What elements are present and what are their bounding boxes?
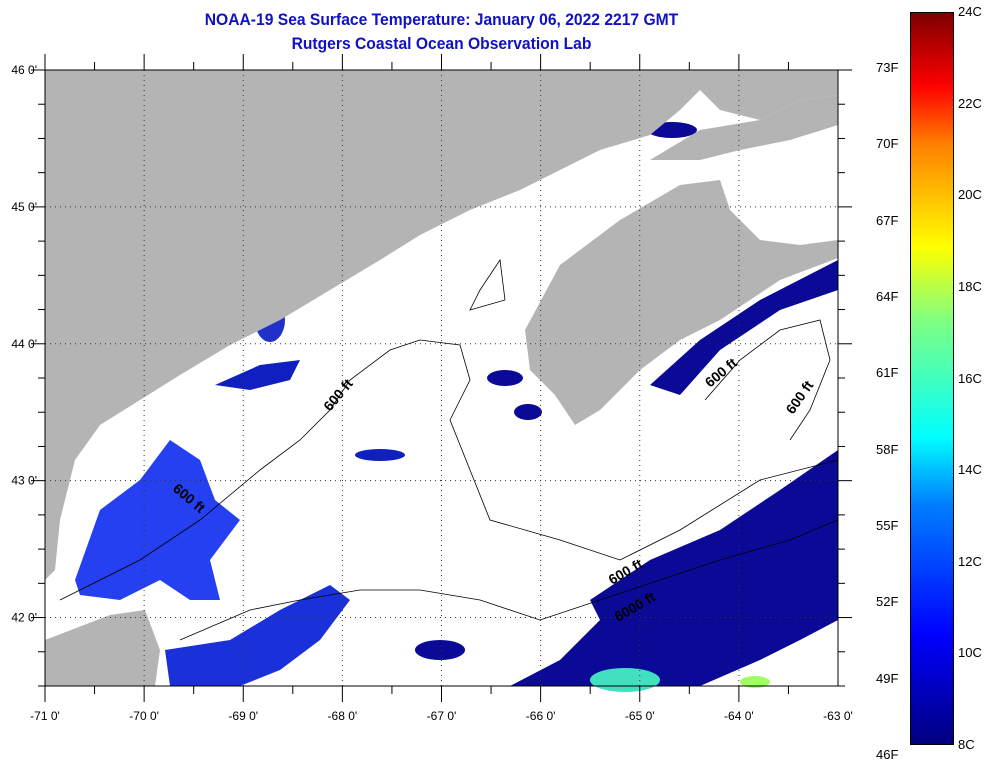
colorbar-fahrenheit-label: 64F	[876, 289, 899, 305]
sst-patch-shelf	[510, 450, 838, 686]
colorbar-fahrenheit-label: 49F	[876, 670, 899, 686]
colorbar-celsius-label: 18C	[958, 278, 982, 294]
y-axis-label: 43 0'	[11, 474, 37, 488]
colorbar-celsius-label: 14C	[958, 462, 982, 478]
colorbar-fahrenheit-label: 70F	[876, 136, 899, 152]
y-axis-label: 44 0'	[11, 337, 37, 351]
colorbar-celsius-label: 16C	[958, 370, 982, 386]
sst-patch-warm2	[740, 676, 770, 688]
x-axis-label: -65 0'	[625, 709, 655, 723]
x-axis-labels: -71 0' -70 0' -69 0' -68 0' -67 0' -66 0' -65 …	[30, 709, 853, 723]
colorbar-fahrenheit-label: 58F	[876, 441, 899, 457]
map-title: NOAA-19 Sea Surface Temperature: January…	[204, 10, 679, 29]
sst-patch-ns-coast	[650, 260, 838, 395]
land-nova-scotia	[525, 180, 838, 425]
x-axis-label: -70 0'	[129, 709, 159, 723]
graticule	[45, 70, 838, 686]
sst-patch-b	[487, 370, 523, 386]
axis-ticks	[31, 54, 852, 702]
x-axis-label: -64 0'	[724, 709, 754, 723]
y-axis-label: 42 0'	[11, 611, 37, 625]
colorbar-celsius-label: 22C	[958, 95, 982, 111]
bathymetry-contours	[59, 258, 839, 641]
sst-patch-gom-south	[165, 585, 350, 686]
sst-patch-d	[415, 640, 465, 660]
colorbar-fahrenheit-label: 67F	[876, 212, 899, 228]
colorbar-fahrenheit-label: 55F	[876, 518, 899, 534]
colorbar-fahrenheit-label: 52F	[876, 594, 899, 610]
colorbar	[910, 12, 954, 745]
land-cape-breton	[650, 95, 838, 160]
colorbar-celsius-label: 12C	[958, 553, 982, 569]
x-axis-label: -66 0'	[526, 709, 556, 723]
land-cape-cod	[45, 610, 160, 686]
y-axis-label: 46 0'	[11, 63, 37, 77]
x-axis-label: -69 0'	[228, 709, 258, 723]
y-axis-labels: 46 0' 45 0' 44 0' 43 0' 42 0'	[11, 63, 37, 625]
x-axis-label: -68 0'	[328, 709, 358, 723]
land	[45, 70, 838, 686]
sst-patch-f	[355, 449, 405, 461]
land-mainland	[45, 70, 838, 580]
colorbar-fahrenheit-label: 46F	[876, 747, 899, 762]
colorbar-celsius-label: 20C	[958, 187, 982, 203]
y-axis-label: 45 0'	[11, 200, 37, 214]
sst-patch-penobscot	[215, 360, 300, 390]
sst-patch-c	[514, 404, 542, 420]
x-axis-label: -63 0'	[823, 709, 853, 723]
colorbar-fahrenheit-label: 73F	[876, 59, 899, 75]
colorbar-celsius-label: 8C	[958, 737, 975, 752]
colorbar-celsius-label: 10C	[958, 645, 982, 661]
x-axis-label: -67 0'	[427, 709, 457, 723]
sst-patch-massbay	[75, 440, 240, 600]
colorbar-fahrenheit-label: 61F	[876, 365, 899, 381]
sst-patch-warm	[590, 668, 660, 692]
x-axis-label: -71 0'	[30, 709, 60, 723]
map-subtitle: Rutgers Coastal Ocean Observation Lab	[291, 34, 592, 53]
colorbar-celsius-label: 24C	[958, 4, 982, 19]
